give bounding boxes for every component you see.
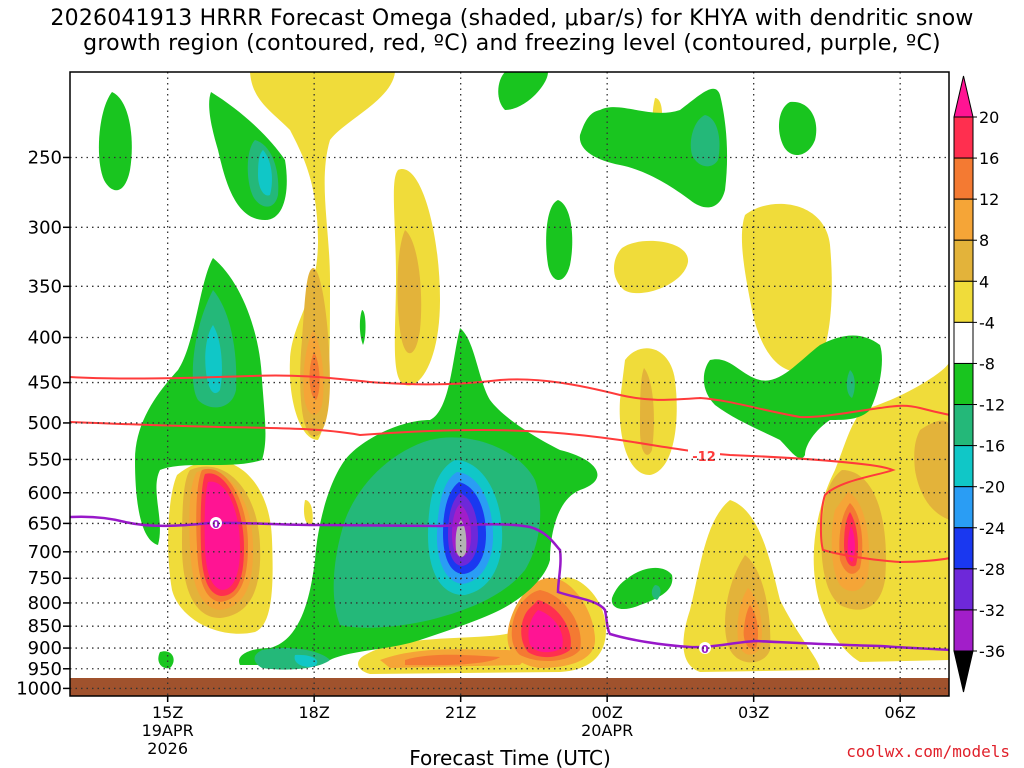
colorbar-label: -28 — [979, 560, 1005, 579]
chart-title-line2: growth region (contoured, red, ºC) and f… — [83, 31, 941, 56]
y-tick-label: 450 — [28, 373, 62, 394]
colorbar-label: -24 — [979, 519, 1005, 538]
y-tick-label: 850 — [28, 616, 62, 637]
colorbar-swatch — [953, 362, 974, 406]
x-axis-title: Forecast Time (UTC) — [409, 746, 611, 768]
colorbar-label: -36 — [979, 642, 1005, 661]
y-tick-label: 650 — [28, 513, 62, 534]
x-tick-date: 19APR — [142, 721, 194, 740]
ground-surface — [70, 678, 949, 696]
x-tick-label: 00Z — [592, 703, 623, 722]
colorbar-label: -20 — [979, 478, 1005, 497]
x-tick-date: 20APR — [581, 721, 633, 740]
x-tick-label: 21Z — [445, 703, 476, 722]
x-tick-label: 03Z — [738, 703, 769, 722]
colorbar-label: -16 — [979, 437, 1005, 456]
colorbar-label: 8 — [979, 231, 989, 250]
colorbar-label: 20 — [979, 108, 999, 127]
colorbar-swatch — [953, 486, 974, 529]
x-tick-label: 15Z — [152, 703, 183, 722]
chart-title-line1: 2026041913 HRRR Forecast Omega (shaded, … — [50, 6, 974, 31]
colorbar-swatch — [953, 239, 974, 282]
freezing-contour-label-2: 0 — [701, 643, 709, 656]
colorbar-label: -32 — [979, 601, 1005, 620]
y-tick-label: 600 — [28, 483, 62, 504]
credit-text: coolwx.com/models — [846, 742, 1010, 761]
colorbar-swatch — [953, 404, 974, 447]
shaded-omega-field — [98, 72, 949, 674]
x-tick-label: 18Z — [299, 703, 330, 722]
colorbar-bottom-arrow — [953, 650, 974, 693]
y-tick-label: 250 — [28, 147, 62, 168]
colorbar-label: -8 — [979, 354, 995, 373]
colorbar-swatch — [953, 609, 974, 652]
y-tick-label: 350 — [28, 276, 62, 297]
dgz-contour-label: -12 — [692, 450, 716, 465]
dgz-contour-lower — [70, 421, 949, 564]
freezing-contour-label: 0 — [212, 518, 220, 531]
y-tick-label: 550 — [28, 449, 62, 470]
colorbar-swatch — [953, 321, 974, 364]
colorbar-label: -4 — [979, 313, 995, 332]
colorbar-swatch — [953, 157, 974, 200]
colorbar-swatch — [953, 527, 974, 570]
colorbar-label: 12 — [979, 190, 999, 209]
colorbar-label: 4 — [979, 272, 989, 291]
dgz-contour-upper — [70, 374, 949, 419]
colorbar: 20 16 12 8 4 -4 -8 -12 -16 -20 -24 -28 -32 -36 — [953, 75, 1005, 693]
y-tick-label: 1000 — [16, 678, 62, 699]
colorbar-swatch — [953, 116, 974, 159]
colorbar-swatch — [953, 198, 974, 241]
colorbar-swatch — [953, 280, 974, 323]
y-axis: 2503003504004505005506006507007508008509… — [16, 147, 70, 699]
y-tick-label: 300 — [28, 217, 62, 238]
grid-lines — [70, 72, 949, 696]
y-tick-label: 750 — [28, 568, 62, 589]
y-tick-label: 500 — [28, 413, 62, 434]
y-tick-label: 800 — [28, 593, 62, 614]
y-tick-label: 400 — [28, 327, 62, 348]
y-tick-label: 950 — [28, 659, 62, 680]
colorbar-label: 16 — [979, 149, 999, 168]
y-tick-label: 900 — [28, 638, 62, 659]
x-tick-label: 06Z — [885, 703, 916, 722]
plot-frame — [69, 71, 950, 697]
colorbar-swatch — [953, 568, 974, 611]
colorbar-top-arrow — [953, 75, 974, 118]
colorbar-swatch — [953, 445, 974, 488]
x-tick-year: 2026 — [147, 739, 188, 758]
y-tick-label: 700 — [28, 542, 62, 563]
colorbar-label: -12 — [979, 396, 1005, 415]
